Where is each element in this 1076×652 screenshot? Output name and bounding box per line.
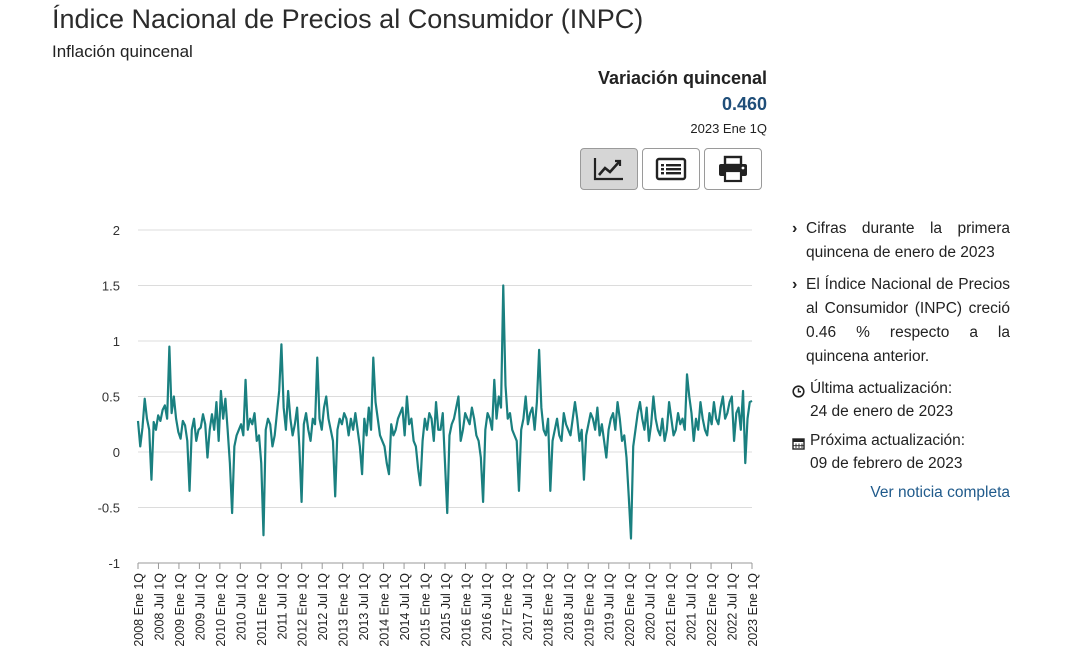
x-tick-label: 2021 Jul 1Q — [685, 573, 699, 641]
inflation-line-chart: 2 1.5 1 0.5 0 -0.5 -1 2008 Ene 1Q 2008 Jul 1Q 200… — [98, 223, 760, 647]
x-tick-label: 2011 Jul 1Q — [275, 573, 289, 640]
chart-view-button[interactable] — [580, 148, 638, 190]
x-tick-label: 2013 Jul 1Q — [357, 573, 371, 641]
x-tick-label: 2017 Jul 1Q — [521, 573, 535, 641]
full-news-link[interactable]: Ver noticia completa — [870, 484, 1010, 501]
table-list-icon — [655, 157, 687, 181]
y-tick-label: 1.5 — [102, 279, 120, 294]
printer-icon — [719, 155, 747, 183]
x-tick-label: 2022 Ene 1Q — [705, 573, 719, 647]
x-tick-label: 2021 Ene 1Q — [664, 573, 678, 647]
y-tick-label: 2 — [113, 223, 120, 238]
x-tick-label: 2020 Jul 1Q — [644, 573, 658, 641]
print-button[interactable] — [704, 148, 762, 190]
x-tick-label: 2020 Ene 1Q — [623, 573, 637, 647]
x-tick-label: 2023 Ene 1Q — [746, 573, 760, 647]
table-view-button[interactable] — [642, 148, 700, 190]
x-tick-label: 2008 Ene 1Q — [132, 573, 146, 647]
last-update-date: 24 de enero de 2023 — [810, 403, 954, 420]
next-update-label: Próxima actualización: — [810, 432, 966, 449]
x-tick-label: 2011 Ene 1Q — [255, 573, 269, 646]
x-tick-label: 2019 Ene 1Q — [582, 573, 596, 647]
x-tick-label: 2016 Ene 1Q — [459, 573, 473, 647]
x-tick-label: 2017 Ene 1Q — [500, 573, 514, 647]
page-title: Índice Nacional de Precios al Consumidor… — [52, 4, 644, 34]
x-tick-label: 2013 Ene 1Q — [337, 573, 351, 647]
y-tick-label: -0.5 — [98, 501, 120, 516]
x-tick-label: 2012 Ene 1Q — [296, 573, 310, 647]
x-tick-label: 2018 Ene 1Q — [541, 573, 555, 647]
y-tick-label: 1 — [113, 334, 120, 349]
info-bullet-text: Cifras durante la primera quincena de en… — [806, 220, 1010, 261]
view-toolbar — [580, 148, 762, 190]
stat-label: Variación quincenal — [597, 68, 767, 88]
stat-value: 0.460 — [721, 94, 767, 114]
x-tick-label: 2022 Jul 1Q — [726, 573, 740, 641]
next-update-date: 09 de febrero de 2023 — [810, 455, 963, 472]
x-tick-label: 2014 Jul 1Q — [398, 573, 412, 641]
info-bullet: › El Índice Nacional de Precios al Consu… — [792, 273, 1010, 369]
x-tick-label: 2019 Jul 1Q — [603, 573, 617, 641]
chevron-right-icon: › — [792, 276, 798, 293]
page-subtitle: Inflación quincenal — [52, 42, 193, 61]
info-bullet-text: El Índice Nacional de Precios al Consumi… — [806, 276, 1010, 365]
info-bullet: › Cifras durante la primera quincena de … — [792, 217, 1010, 265]
last-update-label: Última actualización: — [810, 380, 953, 397]
x-tick-label: 2009 Ene 1Q — [173, 573, 187, 647]
x-tick-label: 2015 Jul 1Q — [439, 573, 453, 641]
x-tick-label: 2009 Jul 1Q — [193, 573, 207, 641]
calendar-icon — [792, 429, 810, 475]
x-tick-label: 2014 Ene 1Q — [378, 573, 392, 647]
x-tick-label: 2016 Jul 1Q — [480, 573, 494, 641]
x-tick-label: 2015 Ene 1Q — [419, 573, 433, 647]
line-chart-icon — [593, 158, 623, 181]
x-tick-label: 2010 Ene 1Q — [214, 573, 228, 647]
info-panel: › Cifras durante la primera quincena de … — [792, 217, 1010, 505]
stat-period: 2023 Ene 1Q — [690, 121, 767, 136]
x-tick-label: 2008 Jul 1Q — [152, 573, 166, 641]
x-tick-label: 2010 Jul 1Q — [234, 573, 248, 641]
y-tick-label: 0 — [113, 445, 120, 460]
next-update: Próxima actualización: 09 de febrero de … — [792, 429, 1010, 475]
x-tick-label: 2012 Jul 1Q — [316, 573, 330, 641]
clock-icon — [792, 377, 810, 423]
x-tick-label: 2018 Jul 1Q — [562, 573, 576, 641]
y-tick-label: -1 — [108, 556, 120, 571]
chevron-right-icon: › — [792, 220, 798, 237]
last-update: Última actualización: 24 de enero de 202… — [792, 377, 1010, 423]
series-line — [136, 284, 753, 540]
y-tick-label: 0.5 — [102, 390, 120, 405]
